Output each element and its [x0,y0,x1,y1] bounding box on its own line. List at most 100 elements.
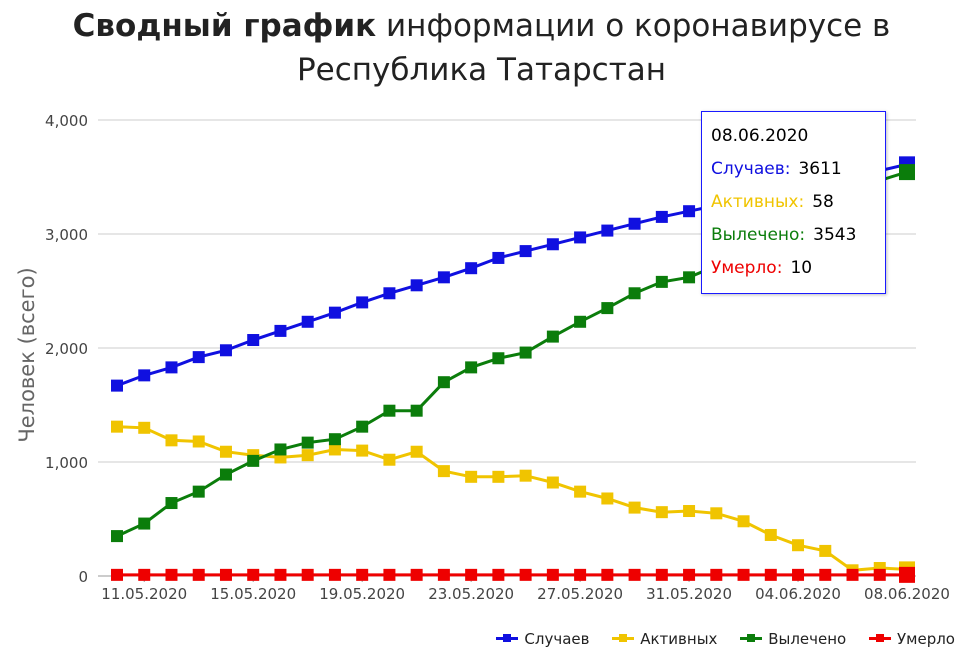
data-point [465,568,478,581]
data-point [274,443,287,456]
tooltip-row-active: Активных: 58 [711,192,885,225]
legend-item-recovered[interactable]: Вылечено [740,630,846,648]
tooltip-value-recovered: 3543 [813,225,857,245]
legend-swatch-deaths [869,634,892,642]
data-point [410,445,423,458]
data-point [192,351,205,364]
legend-swatch-cases [496,634,519,642]
data-point [219,445,232,458]
data-point [655,506,668,519]
data-point [519,346,532,359]
x-tick-label: 08.06.2020 [864,585,950,603]
data-point [111,420,123,433]
tooltip-value-active: 58 [812,192,834,212]
y-tick-label: 1,000 [45,454,88,472]
data-point [356,420,369,433]
data-point [437,465,450,478]
tooltip-row-recovered: Вылечено: 3543 [711,225,885,258]
data-point [601,302,614,315]
data-point [356,444,369,457]
data-point [737,515,750,528]
data-point [546,568,559,581]
y-tick-label: 3,000 [45,226,88,244]
data-point [356,296,369,309]
chart-title: Сводный график информации о коронавирусе… [0,4,963,92]
data-point [574,315,587,328]
data-point [192,568,205,581]
chart-title-bold: Сводный график [72,8,377,44]
data-point [165,568,178,581]
x-tick-label: 15.05.2020 [210,585,296,603]
tooltip-value-deaths: 10 [790,258,813,278]
data-point [546,476,559,489]
legend-label-deaths: Умерло [897,630,955,648]
data-point [192,485,205,498]
data-point [492,352,505,365]
data-point [328,443,341,456]
data-point [737,568,750,581]
data-point [465,470,478,483]
data-point [437,271,450,284]
data-point [655,275,668,288]
data-point [247,334,260,347]
data-point [383,287,396,300]
data-point [165,361,178,374]
series-layer [111,156,915,583]
data-point [899,566,915,583]
data-point [601,568,614,581]
data-point [492,568,505,581]
tooltip-value-cases: 3611 [798,159,842,179]
data-point [492,251,505,264]
legend-label-active: Активных [640,630,718,648]
data-point [492,470,505,483]
y-tick-label: 4,000 [45,112,88,130]
data-point [873,568,886,581]
tooltip-label-deaths: Умерло: [711,258,783,278]
legend-item-cases[interactable]: Случаев [496,630,589,648]
data-point [111,568,123,581]
data-point [410,404,423,417]
data-point [356,568,369,581]
data-point [628,217,641,230]
data-point [328,306,341,319]
legend-swatch-active [612,634,635,642]
data-point [655,568,668,581]
data-point [192,435,205,448]
data-point [165,497,178,510]
x-tick-labels: 11.05.2020 15.05.2020 19.05.2020 23.05.2020… [101,585,950,603]
legend-item-deaths[interactable]: Умерло [869,630,955,648]
data-point [683,568,696,581]
data-point [301,449,314,462]
data-point [219,468,232,481]
data-point [383,453,396,466]
data-point [301,568,314,581]
data-point [574,568,587,581]
data-point [574,485,587,498]
data-point [683,505,696,518]
data-point [328,433,341,446]
data-point [138,369,151,382]
legend-label-recovered: Вылечено [768,630,847,648]
data-point [628,501,641,514]
data-point [301,315,314,328]
data-point [410,279,423,292]
tooltip-row-deaths: Умерло: 10 [711,258,885,291]
legend-item-active[interactable]: Активных [612,630,717,648]
chart-title-rest: информации о коронавирусе в Республика Т… [296,8,891,88]
data-point [274,568,287,581]
data-point [710,568,723,581]
data-tooltip: 08.06.2020 Случаев: 3611 Активных: 58 Выле… [701,111,886,294]
data-point [138,568,151,581]
data-point [247,568,260,581]
x-tick-label: 27.05.2020 [537,585,623,603]
data-point [764,528,777,541]
tooltip-label-cases: Случаев: [711,159,791,179]
data-point [792,568,805,581]
data-point [519,469,532,482]
data-point [138,517,151,530]
data-point [792,539,805,552]
legend-swatch-recovered [740,634,763,642]
x-tick-label: 23.05.2020 [428,585,514,603]
data-point [819,568,832,581]
data-point [710,507,723,520]
